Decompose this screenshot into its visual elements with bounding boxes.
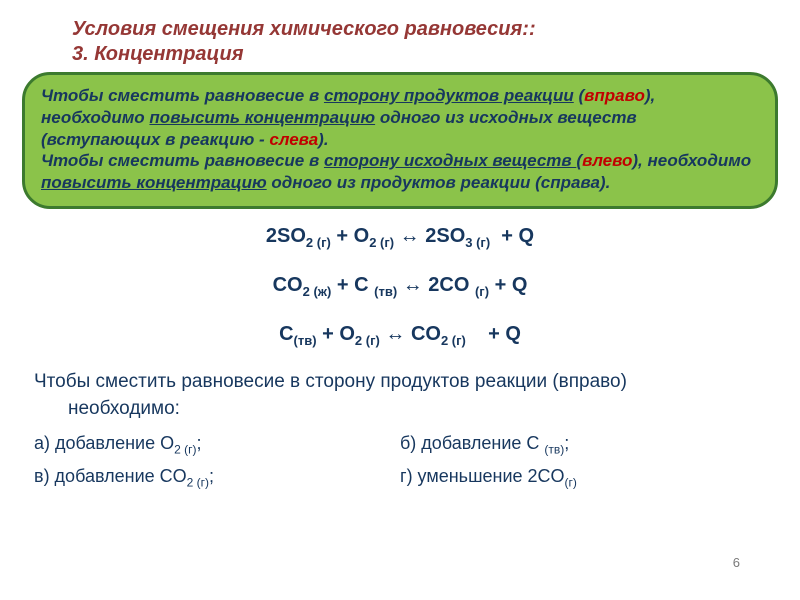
t: ( [574, 86, 584, 105]
t-red: вправо [584, 86, 645, 105]
t-red: влево [582, 151, 632, 170]
title-line-2: 3. Концентрация [72, 43, 766, 66]
opt-b-post: ; [564, 433, 569, 453]
question-text: Чтобы сместить равновесие в сторону прод… [34, 369, 766, 422]
page-number: 6 [733, 555, 740, 570]
opt-d-sub: (г) [565, 476, 577, 490]
equation-1: 2SO2 (г) + O2 (г) ↔ 2SO3 (г) + Q [34, 223, 766, 252]
opt-b-sub: (тв) [544, 442, 564, 456]
option-d: г) уменьшение 2CO(г) [400, 466, 766, 490]
opt-a-pre: а) добавление O [34, 433, 174, 453]
option-a: а) добавление O2 (г); [34, 433, 400, 457]
t: одного из [267, 173, 361, 192]
opt-c-post: ; [209, 466, 214, 486]
title-line-1: Условия смещения химического равновесия:… [72, 18, 766, 41]
options-row-2: в) добавление CO2 (г); г) уменьшение 2CO… [34, 466, 766, 490]
option-b: б) добавление C (тв); [400, 433, 766, 457]
t: Чтобы сместить равновесие в [41, 86, 324, 105]
opt-c-sub: 2 (г) [187, 476, 209, 490]
q-line1: Чтобы сместить равновесие в сторону прод… [34, 371, 627, 392]
options-row-1: а) добавление O2 (г); б) добавление C (т… [34, 433, 766, 457]
opt-d-pre: г) уменьшение 2CO [400, 466, 565, 486]
equation-2: CO2 (ж) + C (тв) ↔ 2CO (г) + Q [34, 272, 766, 301]
info-paragraph-1: Чтобы сместить равновесие в сторону прод… [41, 85, 759, 150]
t: исходных веществ [469, 108, 637, 127]
t: продуктов реакции [361, 173, 531, 192]
t: (вступающих в реакцию - [41, 130, 269, 149]
t-red: слева [269, 130, 318, 149]
info-box: Чтобы сместить равновесие в сторону прод… [22, 72, 778, 209]
slide: Условия смещения химического равновесия:… [0, 0, 800, 600]
t: одного из [375, 108, 469, 127]
t-und: повысить концентрацию [41, 173, 267, 192]
opt-a-post: ; [197, 433, 202, 453]
t: ). [318, 130, 328, 149]
option-c: в) добавление CO2 (г); [34, 466, 400, 490]
opt-b-pre: б) добавление C [400, 433, 544, 453]
t-und: повысить концентрацию [149, 108, 375, 127]
equation-3: C(тв) + O2 (г) ↔ CO2 (г) + Q [34, 321, 766, 350]
info-paragraph-2: Чтобы сместить равновесие в сторону исхо… [41, 150, 759, 194]
t: (справа). [530, 173, 610, 192]
t-und: сторону исходных веществ [324, 151, 576, 170]
t-und: сторону продуктов реакции [324, 86, 574, 105]
t: ), необходимо [632, 151, 751, 170]
opt-c-pre: в) добавление CO [34, 466, 187, 486]
t: Чтобы сместить равновесие в [41, 151, 324, 170]
title-text-1: Условия смещения химического равновесия: [72, 18, 529, 40]
opt-a-sub: 2 (г) [174, 442, 196, 456]
q-line2: необходимо: [34, 396, 766, 423]
